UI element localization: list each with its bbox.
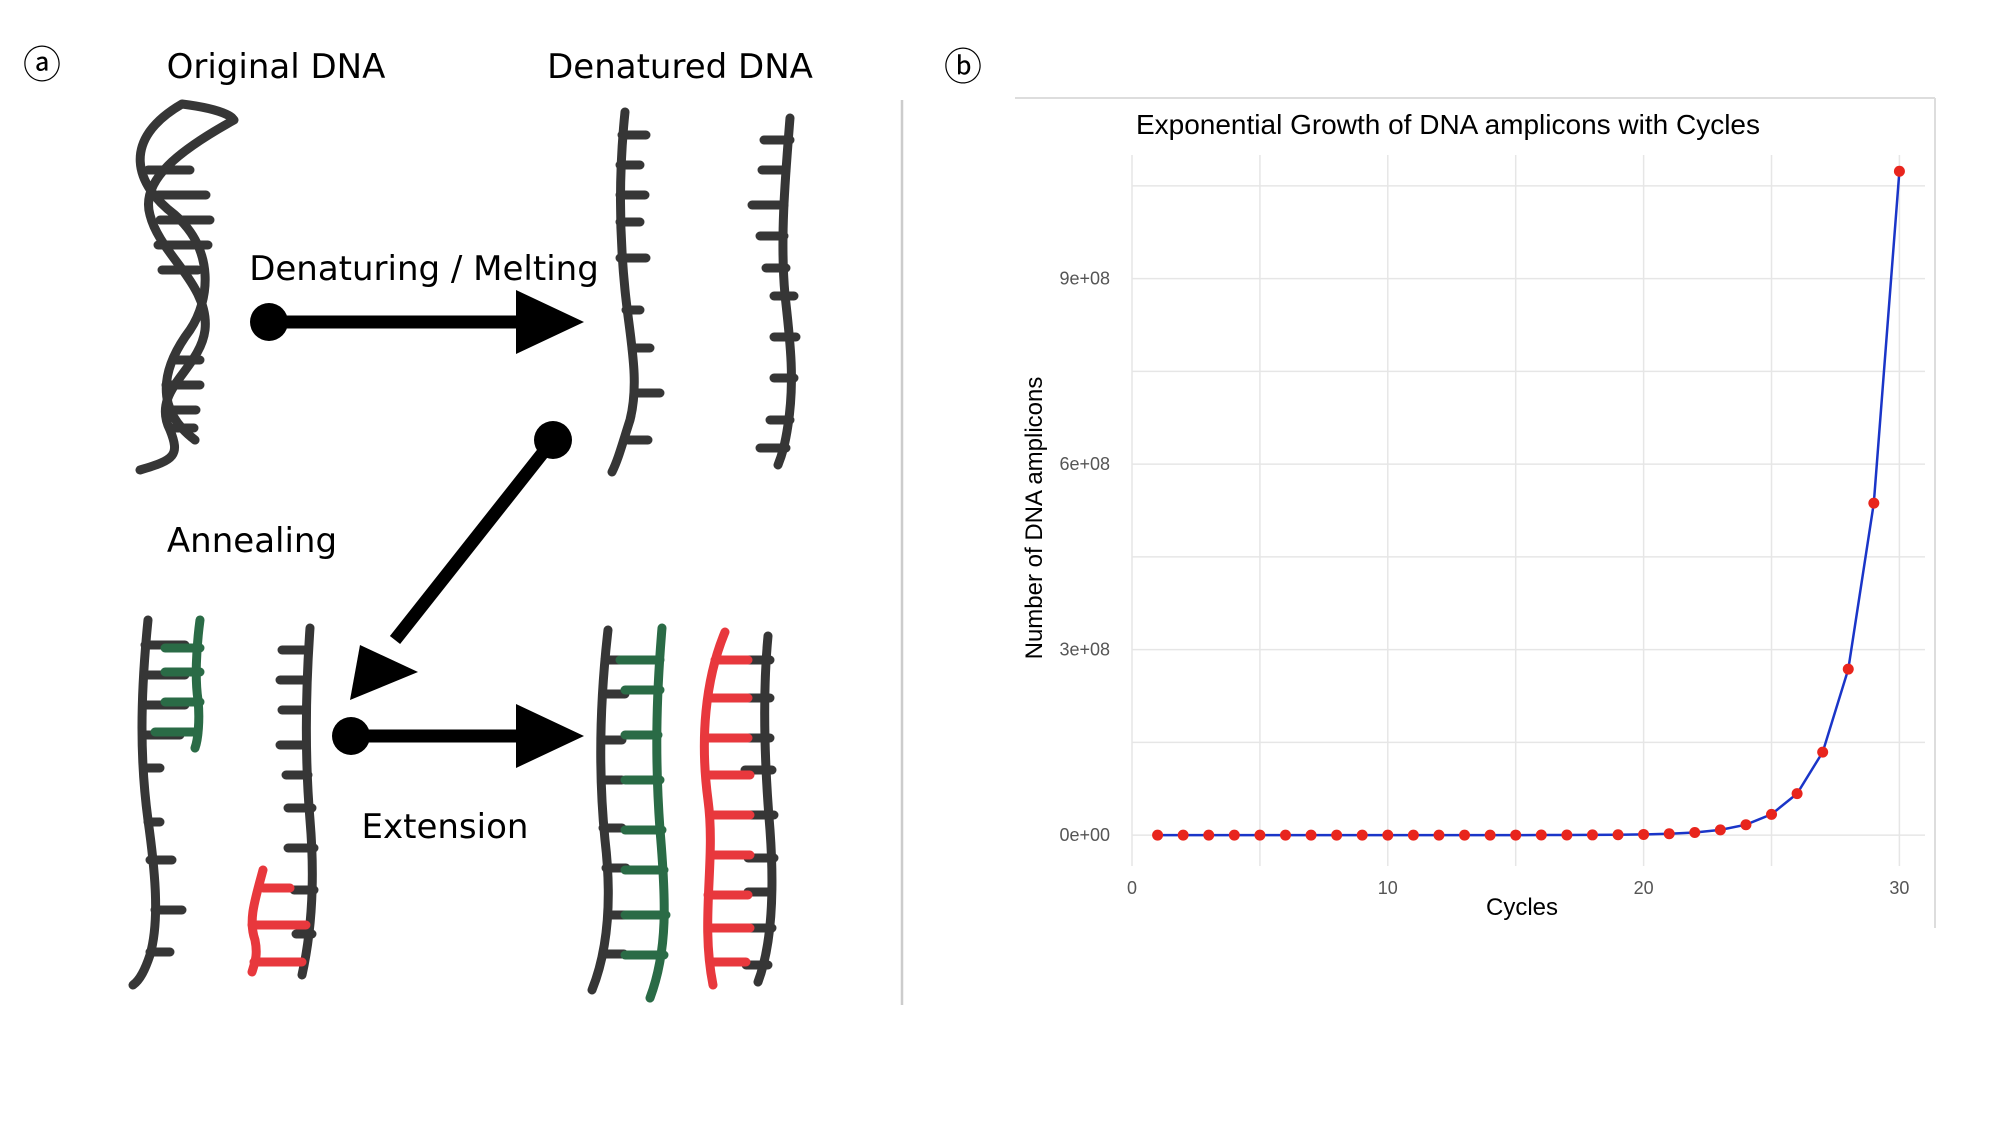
data-point — [1510, 829, 1522, 841]
panel-a: ⓐ Original DNA Denatured DNA Denaturing … — [23, 43, 813, 1003]
y-tick-label: 9e+08 — [1059, 269, 1110, 289]
original-dna-helix — [135, 99, 239, 475]
extension-strand-left — [587, 623, 671, 1003]
arrow-annealing — [350, 421, 572, 700]
data-point — [1791, 788, 1803, 800]
data-point — [1254, 829, 1266, 841]
data-point — [1228, 829, 1240, 841]
data-point — [1842, 663, 1854, 675]
data-point — [1305, 829, 1317, 841]
data-point — [1740, 819, 1752, 831]
annealing-strand-right — [247, 623, 319, 980]
data-point — [1689, 826, 1701, 838]
extension-label: Extension — [362, 807, 529, 847]
data-point — [1382, 829, 1394, 841]
data-point — [1484, 829, 1496, 841]
y-axis-label: Number of DNA amplicons — [1021, 377, 1048, 660]
panel-a-marker: ⓐ — [23, 43, 61, 87]
x-tick-label: 30 — [1889, 878, 1909, 898]
annealing-label: Annealing — [167, 521, 337, 561]
data-point — [1714, 824, 1726, 836]
data-point — [1535, 829, 1547, 841]
data-point — [1586, 829, 1598, 841]
x-tick-label: 0 — [1127, 878, 1137, 898]
data-point — [1561, 829, 1573, 841]
denatured-strand-right — [747, 113, 801, 470]
data-point — [1356, 829, 1368, 841]
series-line — [1157, 171, 1901, 837]
data-point — [1407, 829, 1419, 841]
data-point — [1868, 497, 1880, 509]
data-point — [1766, 808, 1778, 820]
data-point — [1638, 828, 1650, 840]
data-point — [1203, 829, 1215, 841]
panel-b: ⓑ Exponential Growth of DNA amplicons wi… — [944, 45, 1936, 928]
denatured-strand-left — [607, 107, 665, 477]
data-point — [1893, 165, 1905, 177]
data-point — [1331, 829, 1343, 841]
data-point — [1152, 829, 1164, 841]
y-tick-label: 6e+08 — [1059, 454, 1110, 474]
denaturing-label: Denaturing / Melting — [249, 249, 599, 289]
data-point — [1663, 828, 1675, 840]
data-point — [1817, 746, 1829, 758]
panel-b-marker: ⓑ — [944, 45, 982, 89]
arrow-denaturing — [250, 290, 584, 354]
x-axis-label: Cycles — [1486, 894, 1558, 921]
x-tick-label: 10 — [1378, 878, 1398, 898]
annealing-strand-left — [128, 615, 205, 990]
y-tick-label: 3e+08 — [1059, 640, 1110, 660]
data-point — [1459, 829, 1471, 841]
data-point — [1177, 829, 1189, 841]
arrow-extension — [332, 704, 584, 768]
y-tick-label: 0e+00 — [1059, 825, 1110, 845]
x-tick-label: 20 — [1634, 878, 1654, 898]
chart-ticks: 0 10 20 30 0e+00 3e+08 6e+08 9e+08 — [1059, 269, 1909, 898]
data-point — [1612, 829, 1624, 841]
extension-strand-right — [699, 627, 779, 990]
denatured-dna-label: Denatured DNA — [547, 47, 813, 87]
chart-title: Exponential Growth of DNA amplicons with… — [1136, 109, 1760, 140]
data-point — [1279, 829, 1291, 841]
chart-grid — [1131, 155, 1925, 866]
original-dna-label: Original DNA — [167, 47, 386, 87]
data-point — [1433, 829, 1445, 841]
series-points — [1152, 165, 1905, 841]
